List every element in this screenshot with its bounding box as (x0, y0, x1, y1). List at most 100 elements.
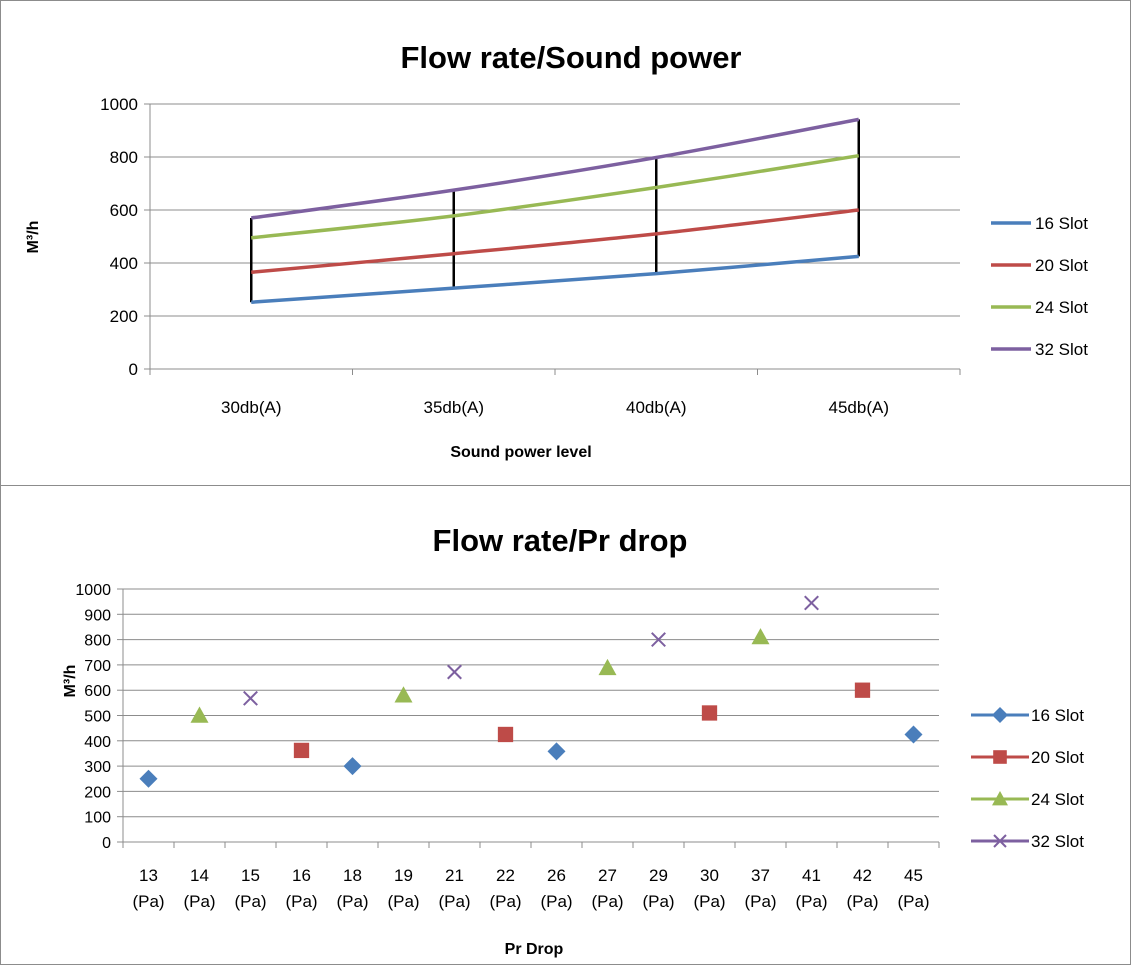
y-tick-label: 300 (84, 759, 111, 776)
y-tick-label: 1000 (100, 95, 138, 114)
data-point-16-slot (547, 742, 566, 761)
scatter-chart: Flow rate/Pr drop Pr Drop M³/h 0 100 200 30… (62, 523, 1084, 958)
x-tick-unit: (Pa) (234, 892, 266, 911)
legend-marker (993, 834, 1007, 848)
legend-item: 16 Slot (971, 706, 1084, 725)
y-tick-label: 900 (84, 607, 111, 624)
data-point-32-slot (651, 632, 666, 648)
legend-item: 20 Slot (971, 748, 1084, 767)
legend-item: 20 Slot (991, 256, 1088, 275)
chart-title: Flow rate/Sound power (400, 40, 741, 75)
x-tick-label: 30 (700, 866, 719, 885)
x-tick-unit: (Pa) (438, 892, 470, 911)
y-tick-label: 800 (110, 148, 138, 167)
chart-title: Flow rate/Pr drop (433, 523, 688, 558)
y-tick-label: 700 (84, 658, 111, 675)
x-tick-label: 45 (904, 866, 923, 885)
legend-label: 20 Slot (1031, 748, 1084, 767)
legend-label: 16 Slot (1031, 706, 1084, 725)
x-axis-title: Sound power level (450, 444, 591, 461)
x-tick-unit: (Pa) (540, 892, 572, 911)
x-tick-label: 41 (802, 866, 821, 885)
x-tick-label: 35db(A) (424, 398, 484, 417)
legend-label: 24 Slot (1035, 298, 1088, 317)
x-tick-unit: (Pa) (744, 892, 776, 911)
legend-item: 24 Slot (991, 298, 1088, 317)
x-tick-unit: (Pa) (897, 892, 929, 911)
y-tick-label: 200 (84, 784, 111, 801)
legend-item: 16 Slot (991, 214, 1088, 233)
legend-label: 20 Slot (1035, 256, 1088, 275)
legend-item: 32 Slot (971, 832, 1084, 851)
chart-panel-sound-power: Flow rate/Sound power Sound power level … (0, 0, 1131, 486)
x-tick-unit: (Pa) (336, 892, 368, 911)
x-tick-unit: (Pa) (795, 892, 827, 911)
data-point-24-slot (598, 658, 617, 676)
x-tick-label: 21 (445, 866, 464, 885)
y-tick-label: 600 (84, 683, 111, 700)
x-tick-label: 16 (292, 866, 311, 885)
series-line-20-slot (251, 208, 859, 275)
y-tick-label: 100 (84, 810, 111, 827)
x-tick-label: 40db(A) (626, 398, 686, 417)
x-tick-label: 42 (853, 866, 872, 885)
x-tick-label: 26 (547, 866, 566, 885)
data-point-24-slot (394, 686, 413, 703)
y-tick-label: 0 (102, 835, 111, 852)
data-point-16-slot (343, 757, 362, 776)
x-tick-label: 29 (649, 866, 668, 885)
x-tick-label: 14 (190, 866, 209, 885)
x-tick-unit: (Pa) (489, 892, 521, 911)
legend-label: 16 Slot (1035, 214, 1088, 233)
legend-item: 32 Slot (991, 340, 1088, 359)
data-point-24-slot (190, 706, 209, 723)
line-chart: Flow rate/Sound power Sound power level … (25, 40, 1088, 461)
series-line-24-slot (251, 153, 860, 240)
legend-label: 32 Slot (1031, 832, 1084, 851)
legend-marker (992, 791, 1008, 806)
data-point-20-slot (497, 726, 514, 743)
series-line-32-slot (251, 117, 860, 220)
legend-label: 24 Slot (1031, 790, 1084, 809)
x-tick-label: 18 (343, 866, 362, 885)
x-tick-unit: (Pa) (642, 892, 674, 911)
x-tick-label: 19 (394, 866, 413, 885)
x-tick-label: 27 (598, 866, 617, 885)
y-tick-label: 800 (84, 633, 111, 650)
data-point-24-slot (751, 628, 770, 645)
x-axis-title: Pr Drop (505, 941, 564, 958)
y-axis-title: M³/h (25, 221, 42, 254)
x-tick-label: 45db(A) (829, 398, 889, 417)
series-line-16-slot (251, 254, 859, 304)
data-point-32-slot (243, 690, 258, 706)
x-tick-unit: (Pa) (693, 892, 725, 911)
x-tick-label: 13 (139, 866, 158, 885)
data-point-20-slot (854, 682, 871, 698)
x-tick-label: 37 (751, 866, 770, 885)
y-tick-label: 600 (110, 201, 138, 220)
x-tick-unit: (Pa) (846, 892, 878, 911)
x-tick-unit: (Pa) (132, 892, 164, 911)
data-point-32-slot (447, 664, 462, 680)
data-point-20-slot (701, 705, 718, 721)
data-point-20-slot (293, 742, 310, 759)
data-point-32-slot (804, 595, 819, 611)
legend-item: 24 Slot (971, 790, 1084, 809)
y-tick-label: 1000 (75, 582, 111, 599)
y-axis-title: M³/h (62, 665, 79, 698)
x-tick-label: 22 (496, 866, 515, 885)
y-tick-label: 500 (84, 709, 111, 726)
x-tick-unit: (Pa) (285, 892, 317, 911)
y-tick-label: 0 (129, 360, 138, 379)
x-tick-unit: (Pa) (183, 892, 215, 911)
data-point-16-slot (904, 725, 923, 744)
y-tick-label: 400 (110, 254, 138, 273)
chart-panel-pressure-drop: Flow rate/Pr drop Pr Drop M³/h 0 100 200 30… (0, 485, 1131, 965)
legend-label: 32 Slot (1035, 340, 1088, 359)
y-tick-label: 200 (110, 307, 138, 326)
x-tick-unit: (Pa) (387, 892, 419, 911)
y-tick-label: 400 (84, 734, 111, 751)
x-tick-unit: (Pa) (591, 892, 623, 911)
x-tick-label: 30db(A) (221, 398, 281, 417)
x-tick-label: 15 (241, 866, 260, 885)
